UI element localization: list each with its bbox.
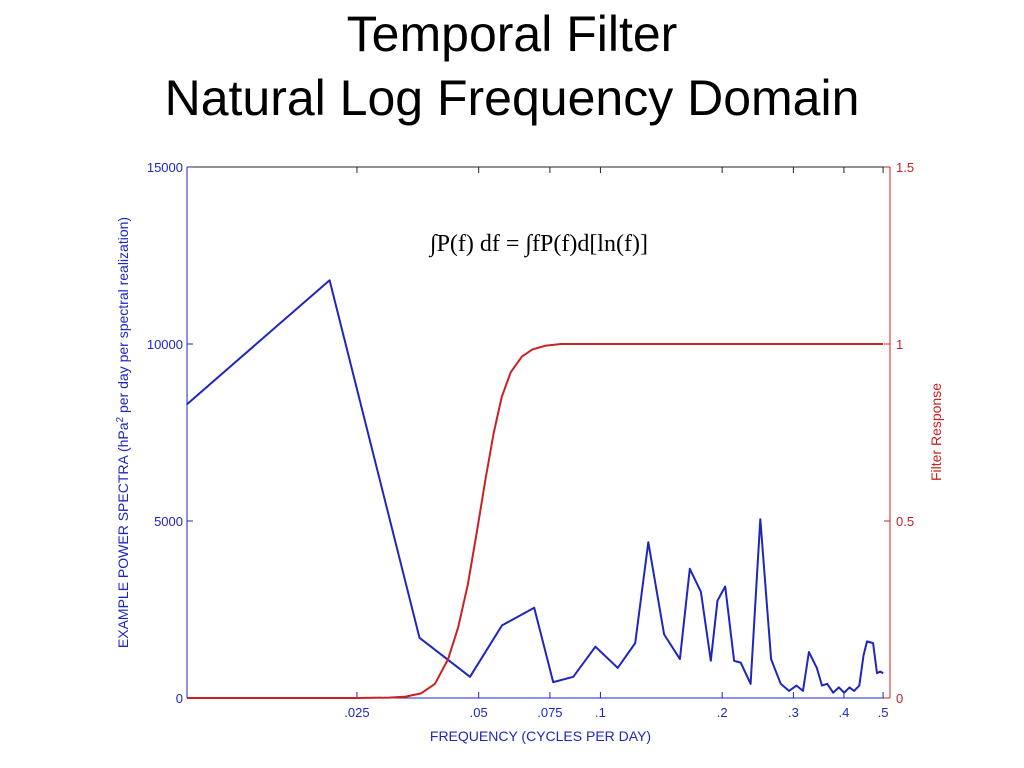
right-y-tick-label: 0.5: [896, 514, 914, 529]
left-y-tick-label: 10000: [147, 337, 183, 352]
x-tick-label: .05: [470, 705, 488, 720]
right-y-axis-ticks: 0 0.5 1 1.5: [884, 160, 914, 706]
x-tick-label: .4: [838, 705, 849, 720]
right-y-tick-label: 1.5: [896, 160, 914, 175]
left-y-tick-label: 15000: [147, 160, 183, 175]
left-y-axis-title-part1: EXAMPLE POWER SPECTRA (hPa: [115, 422, 131, 648]
right-y-tick-label: 1: [896, 337, 903, 352]
x-tick-label: .075: [537, 705, 562, 720]
slide-title: Temporal Filter Natural Log Frequency Do…: [0, 2, 1024, 130]
title-line-2: Natural Log Frequency Domain: [164, 70, 860, 126]
left-y-tick-label: 0: [176, 691, 183, 706]
right-y-tick-label: 0: [896, 691, 903, 706]
left-y-axis-title-part2: per day per spectral realization): [115, 217, 131, 417]
power-spectrum-line: [186, 279, 884, 694]
equation-annotation: ∫P(f) df = ∫fP(f)d[ln(f)]: [428, 231, 648, 258]
plot-frame: [186, 166, 891, 699]
x-tick-label: .2: [717, 705, 728, 720]
right-y-axis-title: Filter Response: [928, 383, 944, 481]
x-axis-ticks: .025 .05 .075 .1 .2 .3 .4 .5: [344, 167, 889, 720]
left-y-tick-label: 5000: [154, 514, 183, 529]
x-tick-label: .025: [344, 705, 369, 720]
title-line-1: Temporal Filter: [346, 6, 678, 62]
x-tick-label: .1: [595, 705, 606, 720]
left-y-axis-title-superscript: 2: [115, 416, 126, 422]
x-tick-label: .3: [788, 705, 799, 720]
x-axis-title: FREQUENCY (CYCLES PER DAY): [430, 728, 651, 744]
left-y-axis-title: EXAMPLE POWER SPECTRA (hPa2 per day per …: [115, 217, 131, 648]
left-y-axis-ticks: 0 5000 10000 15000: [147, 160, 193, 706]
filter-response-line: [187, 343, 884, 699]
x-tick-label: .5: [878, 705, 889, 720]
series-layer: [186, 279, 884, 699]
